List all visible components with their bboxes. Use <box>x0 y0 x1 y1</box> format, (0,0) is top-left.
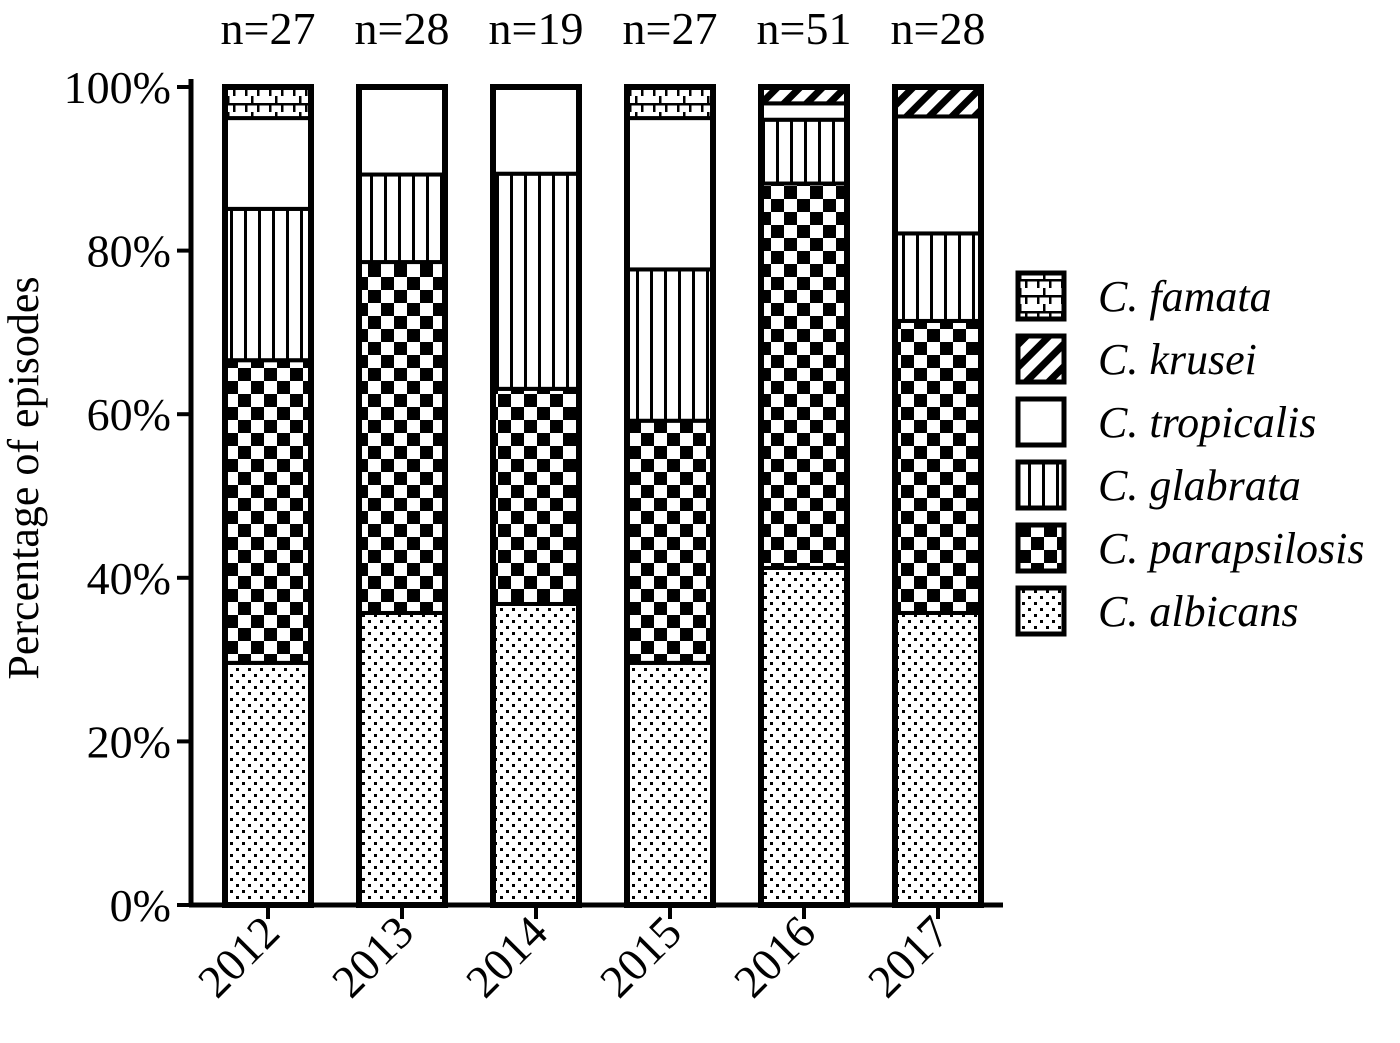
bar-segment-c-albicans <box>625 660 715 908</box>
x-tick-label: 2015 <box>590 906 691 1007</box>
x-axis: 2012 2013 2014 2015 2016 2017 <box>188 902 1003 1007</box>
bar-stack-2017 <box>892 84 984 908</box>
sample-size-label: n=51 <box>757 3 852 54</box>
legend-label: C. glabrata <box>1098 461 1301 510</box>
bar-stack-2014 <box>490 84 582 908</box>
bar-stack-2012 <box>222 84 314 908</box>
sample-size-label: n=27 <box>221 3 316 54</box>
bar-segment-c-parapsilosis <box>491 386 581 606</box>
y-tick-label: 40% <box>87 553 171 604</box>
bar-segment-c-glabrata <box>223 206 313 363</box>
bar-segment-c-glabrata <box>893 231 983 323</box>
sample-size-label: n=19 <box>489 3 584 54</box>
bar-segment-c-glabrata <box>491 171 581 391</box>
legend-swatch <box>1015 396 1067 448</box>
bar-segment-c-tropicalis <box>625 116 715 272</box>
legend-item: C. glabrata <box>1015 459 1301 511</box>
bar-segment-c-parapsilosis <box>625 418 715 665</box>
legend-item: C. albicans <box>1015 585 1298 637</box>
bar-segment-c-albicans <box>357 610 447 907</box>
bars-group <box>222 84 984 908</box>
y-tick-label: 80% <box>87 226 171 277</box>
bar-segment-c-glabrata <box>357 172 447 265</box>
legend-swatch <box>1015 270 1067 322</box>
y-tick-label: 60% <box>87 389 171 440</box>
bar-segment-c-parapsilosis <box>223 358 313 665</box>
bar-segment-c-tropicalis <box>223 116 313 211</box>
legend-swatch <box>1015 522 1067 574</box>
bar-stack-2016 <box>758 84 850 908</box>
y-tick-label: 100% <box>64 62 171 113</box>
bar-segment-c-famata <box>223 85 313 121</box>
x-tick-label: 2016 <box>724 906 825 1007</box>
sample-size-label: n=28 <box>891 3 986 54</box>
legend-label: C. famata <box>1098 272 1272 321</box>
y-axis: 0% 20% 40% 60% 80% 100% <box>64 62 194 931</box>
bar-segment-c-parapsilosis <box>893 318 983 615</box>
sample-size-label: n=28 <box>355 3 450 54</box>
bar-segment-c-albicans <box>491 601 581 907</box>
legend-swatch <box>1015 459 1067 511</box>
legend: C. famata C. krusei C. tropicalis C. glabra… <box>1015 270 1365 637</box>
bar-segment-c-krusei <box>893 85 983 119</box>
sample-size-labels: n=27 n=28 n=19 n=27 n=51 n=28 <box>221 3 986 54</box>
legend-label: C. tropicalis <box>1098 398 1316 447</box>
bar-outline <box>758 84 850 908</box>
bar-outline <box>892 84 984 908</box>
bar-outline <box>624 84 716 908</box>
bar-outline <box>222 84 314 908</box>
bar-segment-c-parapsilosis <box>759 181 849 570</box>
x-tick-label: 2014 <box>456 906 557 1007</box>
bar-segment-c-tropicalis <box>893 114 983 236</box>
bar-stack-2013 <box>356 84 448 908</box>
y-tick-label: 20% <box>87 716 171 767</box>
bar-segment-c-tropicalis <box>759 101 849 122</box>
legend-swatch <box>1015 585 1067 637</box>
bar-segment-c-albicans <box>759 565 849 907</box>
x-tick-label: 2017 <box>858 906 959 1007</box>
legend-label: C. parapsilosis <box>1098 524 1365 573</box>
bar-outline <box>490 84 582 908</box>
legend-label: C. krusei <box>1098 335 1257 384</box>
legend-item: C. krusei <box>1015 333 1257 385</box>
bar-segment-c-famata <box>625 85 715 121</box>
bar-segment-c-albicans <box>893 610 983 907</box>
bar-segment-c-tropicalis <box>491 85 581 176</box>
legend-item: C. parapsilosis <box>1015 522 1365 574</box>
bar-segment-c-parapsilosis <box>357 260 447 615</box>
bar-stack-2015 <box>624 84 716 908</box>
x-tick-label: 2013 <box>322 906 423 1007</box>
bar-outline <box>356 84 448 908</box>
x-tick-label: 2012 <box>188 906 289 1007</box>
bar-segment-c-glabrata <box>759 117 849 186</box>
bar-segment-c-albicans <box>223 660 313 908</box>
y-axis-label: Percentage of episodes <box>0 276 48 679</box>
legend-label: C. albicans <box>1098 587 1298 636</box>
y-tick-label: 0% <box>110 880 171 931</box>
legend-item: C. famata <box>1015 270 1272 322</box>
bar-segment-c-glabrata <box>625 267 715 423</box>
legend-item: C. tropicalis <box>1015 396 1316 448</box>
sample-size-label: n=27 <box>623 3 718 54</box>
bar-segment-c-tropicalis <box>357 85 447 177</box>
legend-swatch <box>1015 333 1067 385</box>
